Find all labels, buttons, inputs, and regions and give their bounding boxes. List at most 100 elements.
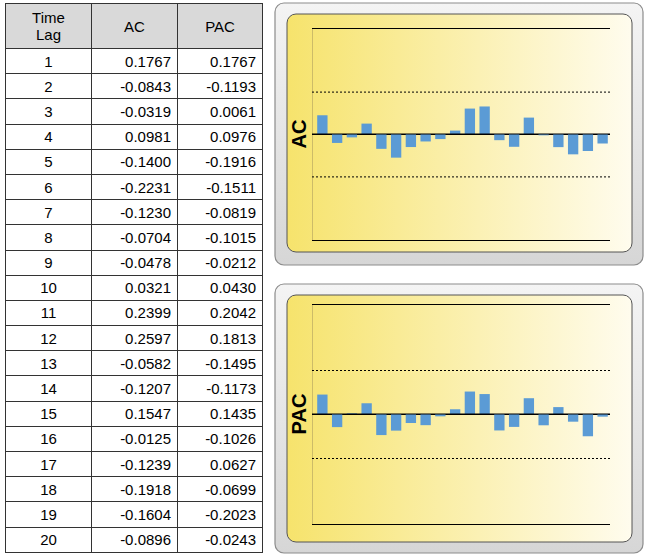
y-axis <box>312 305 610 525</box>
table-row: 8-0.0704-0.1015 <box>6 225 263 250</box>
y-axis <box>312 29 610 241</box>
bar <box>406 134 416 147</box>
grid-line <box>312 176 610 177</box>
table-cell: 0.1813 <box>178 326 263 351</box>
table-row: 3-0.03190.0061 <box>6 99 263 124</box>
zero-line <box>312 413 610 414</box>
table-cell: 5 <box>6 149 92 174</box>
table-row: 16-0.0125-0.1026 <box>6 426 263 451</box>
table-row: 6-0.2231-0.1511 <box>6 174 263 199</box>
grid-line <box>312 28 610 29</box>
grid-line <box>312 414 610 415</box>
table-row: 19-0.1604-0.2023 <box>6 502 263 527</box>
table-cell: 13 <box>6 351 92 376</box>
bar <box>524 118 534 134</box>
plot-background <box>287 14 632 252</box>
table-cell: 0.0321 <box>92 275 178 300</box>
bar <box>361 124 371 134</box>
bar <box>317 395 327 414</box>
table-cell: -0.1193 <box>178 74 263 99</box>
chart-panel: PAC <box>275 284 643 553</box>
acf-table: Time LagACPAC10.17670.17672-0.0843-0.119… <box>5 3 263 553</box>
table-cell: 11 <box>6 300 92 325</box>
table-cell: 0.1767 <box>178 49 263 74</box>
bar <box>450 409 460 414</box>
bar <box>509 414 519 427</box>
charts: AC PAC <box>0 0 656 557</box>
table-cell: 2 <box>6 74 92 99</box>
tick <box>312 176 610 177</box>
table-row: 10.17670.1767 <box>6 49 263 74</box>
table-cell: -0.2231 <box>92 174 178 199</box>
table-cell: 19 <box>6 502 92 527</box>
table-row: 120.25970.1813 <box>6 326 263 351</box>
grid-line <box>312 240 610 241</box>
tick <box>312 92 610 93</box>
table-row: 2-0.0843-0.1193 <box>6 74 263 99</box>
tick <box>312 524 610 525</box>
table-cell: 0.2399 <box>92 300 178 325</box>
table-cell: 10 <box>6 275 92 300</box>
table-cell: 0.0976 <box>178 124 263 149</box>
table-row: 14-0.1207-0.1173 <box>6 376 263 401</box>
bar <box>420 414 430 425</box>
table-cell: -0.1604 <box>92 502 178 527</box>
table-row: 5-0.1400-0.1916 <box>6 149 263 174</box>
header-text: PAC <box>195 18 245 35</box>
bar <box>479 394 489 414</box>
table-cell: 6 <box>6 174 92 199</box>
y-label: AC <box>288 120 310 149</box>
table-row: 7-0.1230-0.0819 <box>6 200 263 225</box>
table-cell: -0.1239 <box>92 452 178 477</box>
bar <box>568 134 578 154</box>
bars <box>317 106 608 157</box>
grid-line <box>312 524 610 525</box>
table-cell: 0.0627 <box>178 452 263 477</box>
bar <box>597 134 607 143</box>
table-cell: 14 <box>6 376 92 401</box>
table-row: 40.09810.0976 <box>6 124 263 149</box>
bar <box>361 403 371 414</box>
table-row: 9-0.0478-0.0212 <box>6 250 263 275</box>
grid-line <box>312 370 610 371</box>
chart-panel: AC <box>275 3 643 265</box>
header-text: Time Lag <box>24 9 74 43</box>
table-cell: 7 <box>6 200 92 225</box>
bar <box>376 134 386 149</box>
table-cell: -0.1207 <box>92 376 178 401</box>
bar <box>376 414 386 435</box>
grid-line <box>312 304 610 305</box>
bar <box>494 414 504 430</box>
table-row: 20-0.0896-0.0243 <box>6 527 263 552</box>
bar <box>494 134 504 140</box>
table-cell: -0.1015 <box>178 225 263 250</box>
table-cell: -0.0582 <box>92 351 178 376</box>
table-cell: 0.0981 <box>92 124 178 149</box>
table-cell: 0.1547 <box>92 401 178 426</box>
bar <box>317 115 327 134</box>
zero-line <box>312 133 610 134</box>
bar <box>332 134 342 143</box>
table-cell: -0.1916 <box>178 149 263 174</box>
table-cell: -0.0125 <box>92 426 178 451</box>
header-row: Time LagACPAC <box>6 4 263 49</box>
table-cell: 0.1435 <box>178 401 263 426</box>
table-cell: -0.1918 <box>92 477 178 502</box>
table-row: 110.23990.2042 <box>6 300 263 325</box>
bar <box>465 392 475 414</box>
table-row: 100.03210.0430 <box>6 275 263 300</box>
table-cell: 18 <box>6 477 92 502</box>
table-cell: 1 <box>6 49 92 74</box>
tick <box>312 370 610 371</box>
header-cell: Time Lag <box>6 4 92 49</box>
bar <box>332 414 342 427</box>
table-cell: -0.2023 <box>178 502 263 527</box>
tick <box>312 414 610 415</box>
table-cell: 15 <box>6 401 92 426</box>
grid-line <box>312 92 610 93</box>
table-cell: 16 <box>6 426 92 451</box>
table-cell: 17 <box>6 452 92 477</box>
bar <box>406 414 416 423</box>
bar <box>391 414 401 431</box>
table-cell: -0.0319 <box>92 99 178 124</box>
